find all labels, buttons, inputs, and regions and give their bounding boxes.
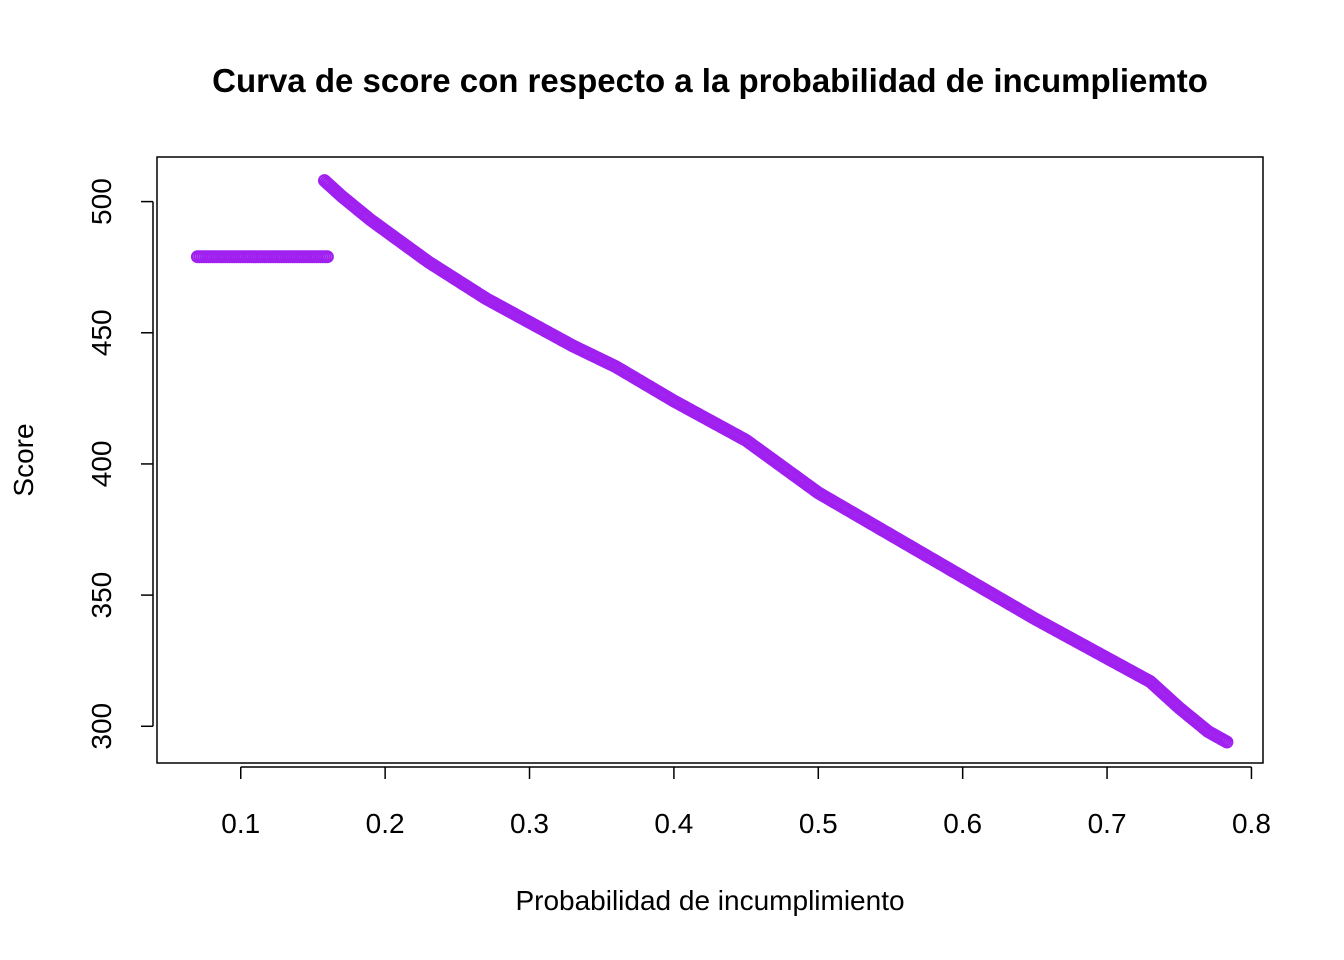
x-tick-label: 0.4	[654, 808, 693, 839]
y-tick-label: 300	[86, 703, 117, 750]
points-layer	[190, 174, 1234, 749]
plot-frame	[156, 156, 1264, 764]
y-axis-label: Score	[8, 423, 39, 496]
x-tick-label: 0.3	[510, 808, 549, 839]
x-tick-label: 0.7	[1088, 808, 1127, 839]
y-tick-label: 400	[86, 441, 117, 488]
x-tick-label: 0.2	[366, 808, 405, 839]
x-tick-label: 0.1	[221, 808, 260, 839]
data-point	[320, 250, 334, 264]
chart-title: Curva de score con respecto a la probabi…	[212, 62, 1208, 99]
data-point	[1220, 735, 1234, 749]
x-tick-label: 0.6	[943, 808, 982, 839]
x-tick-label: 0.8	[1232, 808, 1271, 839]
y-axis: 300 350 400 450 500	[86, 178, 154, 750]
x-tick-label: 0.5	[799, 808, 838, 839]
x-axis-label: Probabilidad de incumplimiento	[515, 885, 904, 916]
x-axis: 0.1 0.2 0.3 0.4 0.5 0.6 0.7 0.8	[221, 766, 1271, 839]
y-tick-label: 450	[86, 309, 117, 356]
y-tick-label: 350	[86, 572, 117, 619]
y-tick-label: 500	[86, 178, 117, 225]
